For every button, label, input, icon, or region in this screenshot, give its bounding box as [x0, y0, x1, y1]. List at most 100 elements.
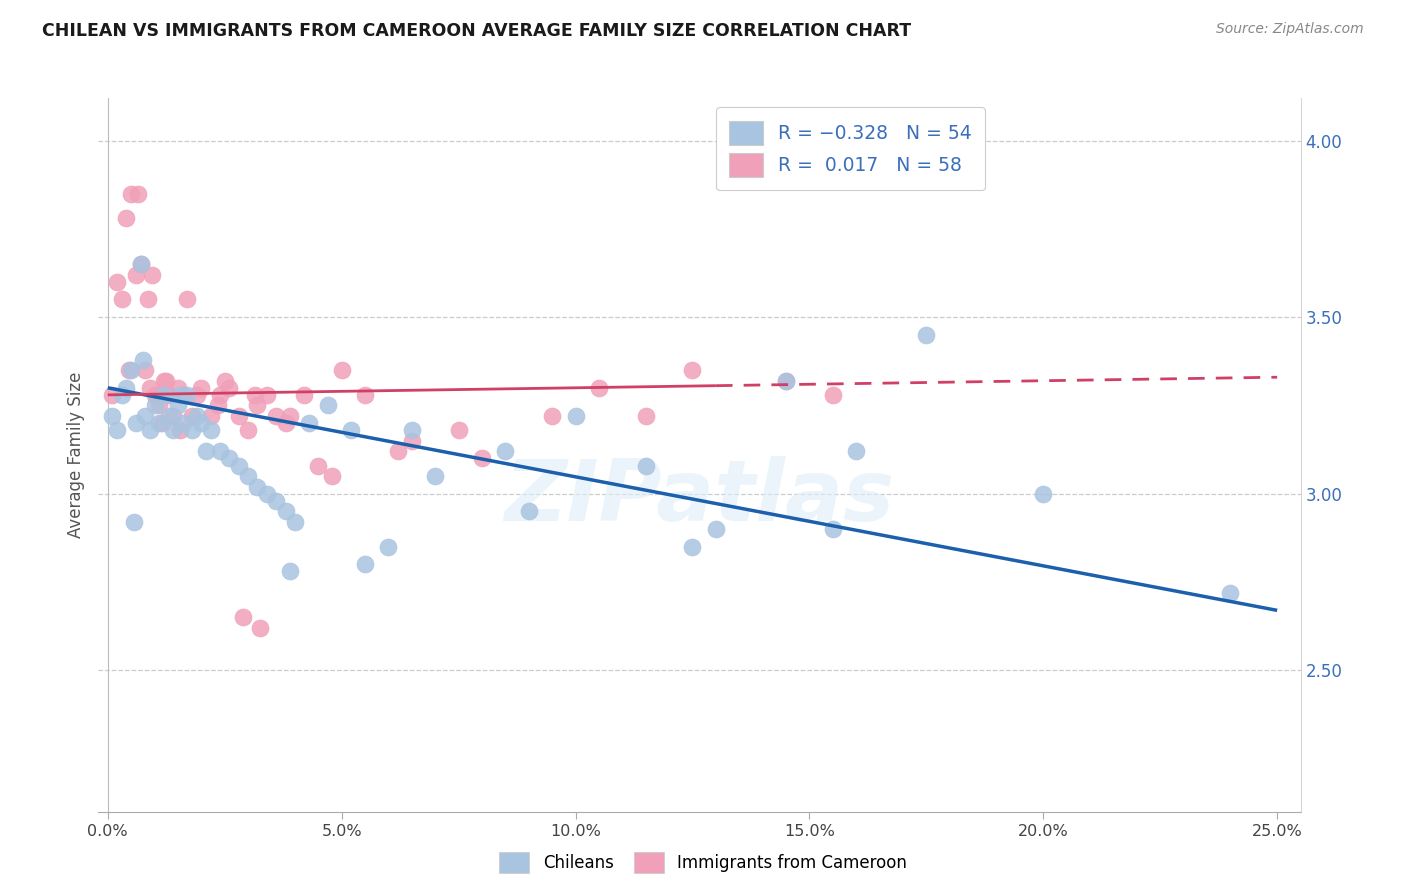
Point — [236, 469, 259, 483]
Point — [155, 374, 177, 388]
Point — [243, 388, 266, 402]
Point — [704, 522, 727, 536]
Point — [564, 409, 586, 423]
Point — [447, 423, 470, 437]
Text: CHILEAN VS IMMIGRANTS FROM CAMEROON AVERAGE FAMILY SIZE CORRELATION CHART: CHILEAN VS IMMIGRANTS FROM CAMEROON AVER… — [42, 22, 911, 40]
Point — [169, 423, 191, 437]
Point — [298, 416, 321, 430]
Point — [125, 416, 148, 430]
Point — [228, 458, 250, 473]
Point — [218, 381, 240, 395]
Point — [340, 423, 363, 437]
Point — [129, 257, 152, 271]
Point — [775, 374, 797, 388]
Point — [139, 423, 162, 437]
Point — [316, 399, 339, 413]
Point — [148, 416, 170, 430]
Point — [278, 565, 301, 579]
Point — [218, 451, 240, 466]
Point — [167, 399, 190, 413]
Point — [214, 374, 236, 388]
Point — [264, 409, 287, 423]
Point — [682, 363, 704, 377]
Point — [105, 275, 128, 289]
Point — [153, 374, 176, 388]
Point — [162, 423, 184, 437]
Point — [330, 363, 353, 377]
Point — [134, 409, 156, 423]
Point — [157, 388, 180, 402]
Point — [125, 268, 148, 282]
Point — [115, 211, 138, 226]
Point — [517, 504, 540, 518]
Point — [634, 458, 657, 473]
Point — [172, 416, 194, 430]
Point — [471, 451, 494, 466]
Point — [634, 409, 657, 423]
Point — [246, 399, 269, 413]
Point — [682, 540, 704, 554]
Point — [127, 186, 149, 201]
Point — [274, 504, 297, 518]
Text: ZIPatlas: ZIPatlas — [505, 456, 894, 540]
Point — [200, 423, 222, 437]
Point — [115, 381, 138, 395]
Point — [264, 493, 287, 508]
Point — [132, 352, 155, 367]
Point — [120, 363, 142, 377]
Point — [307, 458, 329, 473]
Point — [821, 388, 844, 402]
Point — [494, 444, 516, 458]
Point — [153, 388, 176, 402]
Point — [176, 293, 198, 307]
Point — [1219, 585, 1241, 599]
Point — [157, 409, 180, 423]
Point — [377, 540, 399, 554]
Point — [821, 522, 844, 536]
Point — [246, 480, 269, 494]
Point — [228, 409, 250, 423]
Point — [169, 388, 191, 402]
Point — [915, 327, 938, 342]
Point — [541, 409, 564, 423]
Text: Source: ZipAtlas.com: Source: ZipAtlas.com — [1216, 22, 1364, 37]
Point — [190, 416, 212, 430]
Point — [195, 444, 218, 458]
Point — [401, 423, 423, 437]
Point — [284, 515, 307, 529]
Point — [143, 399, 166, 413]
Point — [172, 388, 194, 402]
Point — [278, 409, 301, 423]
Point — [150, 416, 173, 430]
Point — [1032, 487, 1054, 501]
Point — [105, 423, 128, 437]
Point — [236, 423, 259, 437]
Point — [292, 388, 315, 402]
Point — [111, 388, 134, 402]
Point — [249, 621, 271, 635]
Point — [208, 388, 231, 402]
Point — [146, 388, 169, 402]
Point — [143, 388, 166, 402]
Point — [845, 444, 868, 458]
Point — [129, 257, 152, 271]
Point — [775, 374, 797, 388]
Point — [101, 409, 124, 423]
Y-axis label: Average Family Size: Average Family Size — [66, 372, 84, 538]
Point — [181, 409, 204, 423]
Point — [232, 610, 254, 624]
Point — [176, 388, 198, 402]
Point — [321, 469, 343, 483]
Point — [425, 469, 447, 483]
Legend: Chileans, Immigrants from Cameroon: Chileans, Immigrants from Cameroon — [492, 846, 914, 880]
Point — [354, 388, 377, 402]
Point — [122, 515, 145, 529]
Point — [186, 388, 208, 402]
Point — [186, 409, 208, 423]
Point — [162, 409, 184, 423]
Point — [354, 558, 377, 572]
Point — [387, 444, 409, 458]
Point — [207, 399, 229, 413]
Point — [111, 293, 134, 307]
Point — [141, 268, 163, 282]
